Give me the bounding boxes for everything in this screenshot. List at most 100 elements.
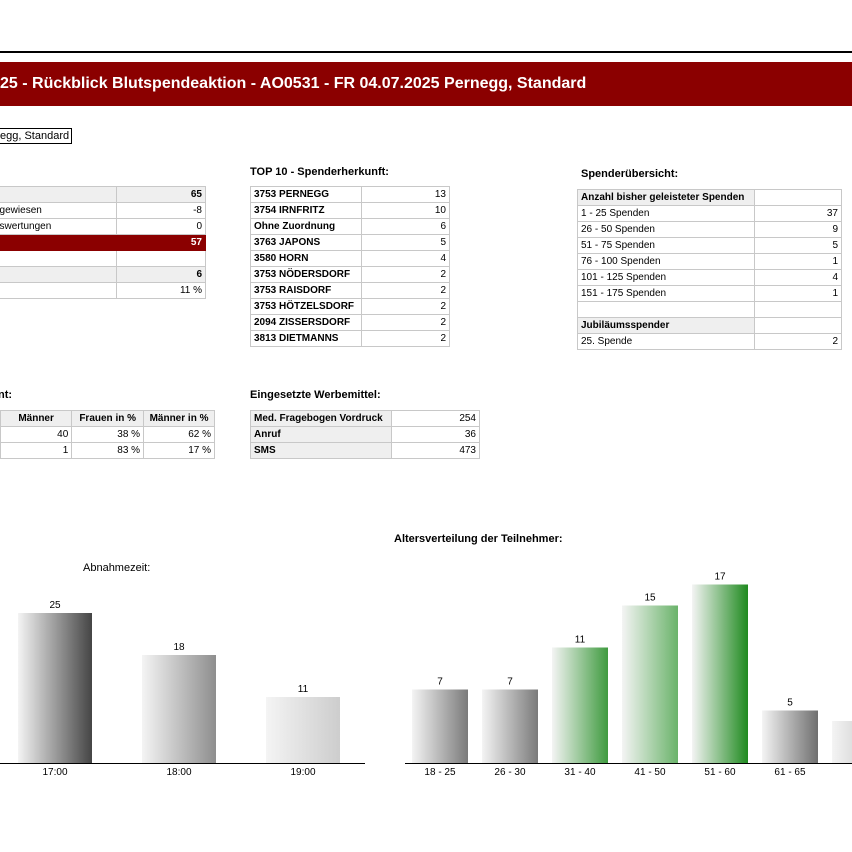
donor-row: 101 - 125 Spenden 4: [577, 269, 843, 286]
summary-row: [0, 250, 206, 267]
summary-value: -8: [116, 202, 206, 219]
origin-row: 3813 DIETMANNS 2: [250, 330, 451, 347]
summary-value: 6: [116, 266, 206, 283]
origin-count: 5: [360, 234, 451, 251]
summary-value: 0: [116, 218, 206, 235]
donor-overview-title: Spenderübersicht:: [581, 168, 679, 180]
origin-count: 6: [360, 218, 451, 235]
donor-count: 1: [753, 285, 843, 302]
origin-place: 2094 ZISSERSDORF: [250, 314, 362, 331]
summary-label: [0, 282, 118, 299]
origin-title: TOP 10 - Spenderherkunft:: [250, 166, 389, 178]
donor-header-empty: [753, 189, 843, 206]
summary-value: 11 %: [116, 282, 206, 299]
advertising-table: Med. Fragebogen Vordruck 254 Anruf 36 SMS 473: [250, 410, 481, 459]
origin-count: 2: [360, 282, 451, 299]
origin-place: 3753 RAISDORF: [250, 282, 362, 299]
origin-row: 2094 ZISSERSDORF 2: [250, 314, 451, 331]
origin-count: 10: [360, 202, 451, 219]
origin-place: Ohne Zuordnung: [250, 218, 362, 235]
chart-value-label: 15: [644, 593, 656, 604]
origin-place: 3763 JAPONS: [250, 234, 362, 251]
origin-row: 3753 RAISDORF 2: [250, 282, 451, 299]
gender-men-pct: 17 %: [143, 442, 215, 459]
age-chart: 7 18 - 25 7 26 - 30 11 31 - 40 15 41 - 50 17 51 -…: [405, 572, 852, 778]
origin-count: 2: [360, 314, 451, 331]
donor-count: 9: [753, 221, 843, 238]
donor-count: 5: [753, 237, 843, 254]
gender-header: Frauen in %: [71, 410, 145, 427]
summary-label: [0, 250, 118, 267]
jubilee-count: 2: [753, 333, 843, 350]
origin-count: 4: [360, 250, 451, 267]
advertising-row: SMS 473: [250, 442, 481, 459]
chart-bar: [412, 689, 468, 763]
age-chart-title: Altersverteilung der Teilnehmer:: [394, 533, 563, 545]
jubilee-header: Jubiläumsspender: [577, 317, 755, 334]
origin-place: 3813 DIETMANNS: [250, 330, 362, 347]
summary-row: 65: [0, 186, 206, 203]
chart-category-label: 18:00: [166, 767, 191, 778]
chart-category-label: 17:00: [42, 767, 67, 778]
origin-place: 3753 NÖDERSDORF: [250, 266, 362, 283]
donor-row: 151 - 175 Spenden 1: [577, 285, 843, 302]
donor-row: 76 - 100 Spenden 1: [577, 253, 843, 270]
jubilee-row: 25. Spende 2: [577, 333, 843, 350]
chart-value-label: 7: [507, 677, 513, 688]
origin-row: 3580 HORN 4: [250, 250, 451, 267]
origin-count: 2: [360, 298, 451, 315]
time-chart: 25 17:00 18 18:00 11 19:00: [0, 600, 365, 778]
summary-value: 65: [116, 186, 206, 203]
title-banner: 25 - Rückblick Blutspendeaktion - AO0531…: [0, 62, 852, 106]
summary-label: [0, 234, 118, 251]
donor-header-row: Anzahl bisher geleisteter Spenden: [577, 189, 843, 206]
origin-place: 3753 HÖTZELSDORF: [250, 298, 362, 315]
page-title: 25 - Rückblick Blutspendeaktion - AO0531…: [0, 75, 587, 92]
chart-bar: [832, 721, 852, 763]
chart-value-label: 11: [298, 684, 309, 695]
gender-men-pct: 62 %: [143, 426, 215, 443]
origin-row: Ohne Zuordnung 6: [250, 218, 451, 235]
donor-count: 1: [753, 253, 843, 270]
chart-category-label: 18 - 25: [424, 767, 456, 778]
donor-count: 37: [753, 205, 843, 222]
jubilee-header-row: Jubiläumsspender: [577, 317, 843, 334]
donor-range: 26 - 50 Spenden: [577, 221, 755, 238]
donor-count: 4: [753, 269, 843, 286]
origin-row: 3754 IRNFRITZ 10: [250, 202, 451, 219]
origin-place: 3580 HORN: [250, 250, 362, 267]
origin-count: 13: [360, 186, 451, 203]
top-rule: [0, 51, 852, 53]
advertising-count: 473: [390, 442, 481, 459]
summary-table: 65ogewiesen-8uswertungen057 611 %: [0, 186, 206, 299]
chart-category-label: 19:00: [290, 767, 315, 778]
donor-row: 1 - 25 Spenden 37: [577, 205, 843, 222]
gender-row: 1 83 % 17 %: [0, 442, 215, 459]
summary-label: [0, 266, 118, 283]
chart-category-label: 26 - 30: [494, 767, 526, 778]
summary-label: ogewiesen: [0, 202, 118, 219]
advertising-count: 36: [390, 426, 481, 443]
origin-row: 3753 HÖTZELSDORF 2: [250, 298, 451, 315]
chart-category-label: 41 - 50: [634, 767, 666, 778]
chart-bar: [692, 584, 748, 763]
summary-value: [116, 250, 206, 267]
summary-label: uswertungen: [0, 218, 118, 235]
advertising-label: Med. Fragebogen Vordruck: [250, 410, 392, 427]
donor-overview-table: Anzahl bisher geleisteter Spenden 1 - 25 …: [577, 189, 843, 350]
chart-bar: [482, 689, 538, 763]
summary-value: 57: [116, 234, 206, 251]
origin-place: 3753 PERNEGG: [250, 186, 362, 203]
origin-row: 3753 PERNEGG 13: [250, 186, 451, 203]
chart-bar: [266, 697, 340, 763]
summary-label: [0, 186, 118, 203]
gender-men: 1: [0, 442, 73, 459]
chart-category-label: 31 - 40: [564, 767, 596, 778]
chart-bar: [142, 655, 216, 763]
summary-row: 6: [0, 266, 206, 283]
spacer: [577, 301, 755, 318]
origin-row: 3763 JAPONS 5: [250, 234, 451, 251]
gender-men: 40: [0, 426, 73, 443]
summary-row: ogewiesen-8: [0, 202, 206, 219]
chart-bar: [622, 605, 678, 763]
